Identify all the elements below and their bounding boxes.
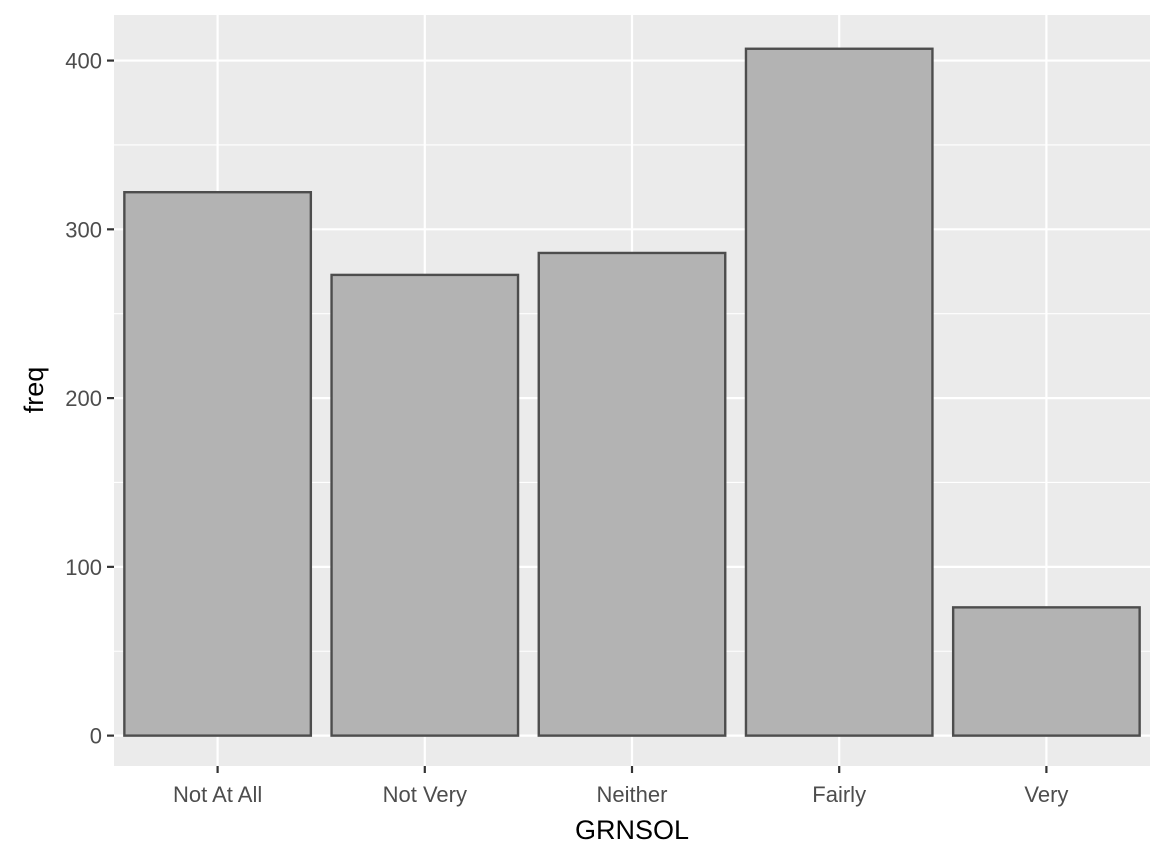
y-tick-label: 0 bbox=[90, 724, 102, 749]
bar bbox=[744, 47, 934, 737]
x-tick-label: Neither bbox=[597, 782, 668, 807]
y-tick-label: 400 bbox=[65, 49, 102, 74]
x-axis: Not At All Not Very Neither Fairly Very bbox=[173, 766, 1068, 807]
bar bbox=[951, 606, 1141, 737]
y-tick-label: 300 bbox=[65, 217, 102, 242]
y-axis: 0 100 200 300 400 bbox=[65, 49, 114, 749]
x-tick-label: Very bbox=[1024, 782, 1068, 807]
bar bbox=[123, 191, 313, 737]
y-axis-title: freq bbox=[19, 367, 49, 414]
x-tick-label: Fairly bbox=[812, 782, 866, 807]
bar bbox=[537, 251, 727, 737]
bar bbox=[330, 273, 520, 737]
y-tick-label: 100 bbox=[65, 555, 102, 580]
x-axis-title: GRNSOL bbox=[575, 815, 689, 845]
bars bbox=[123, 47, 1141, 737]
x-tick-label: Not Very bbox=[383, 782, 467, 807]
y-tick-label: 200 bbox=[65, 386, 102, 411]
x-tick-label: Not At All bbox=[173, 782, 262, 807]
